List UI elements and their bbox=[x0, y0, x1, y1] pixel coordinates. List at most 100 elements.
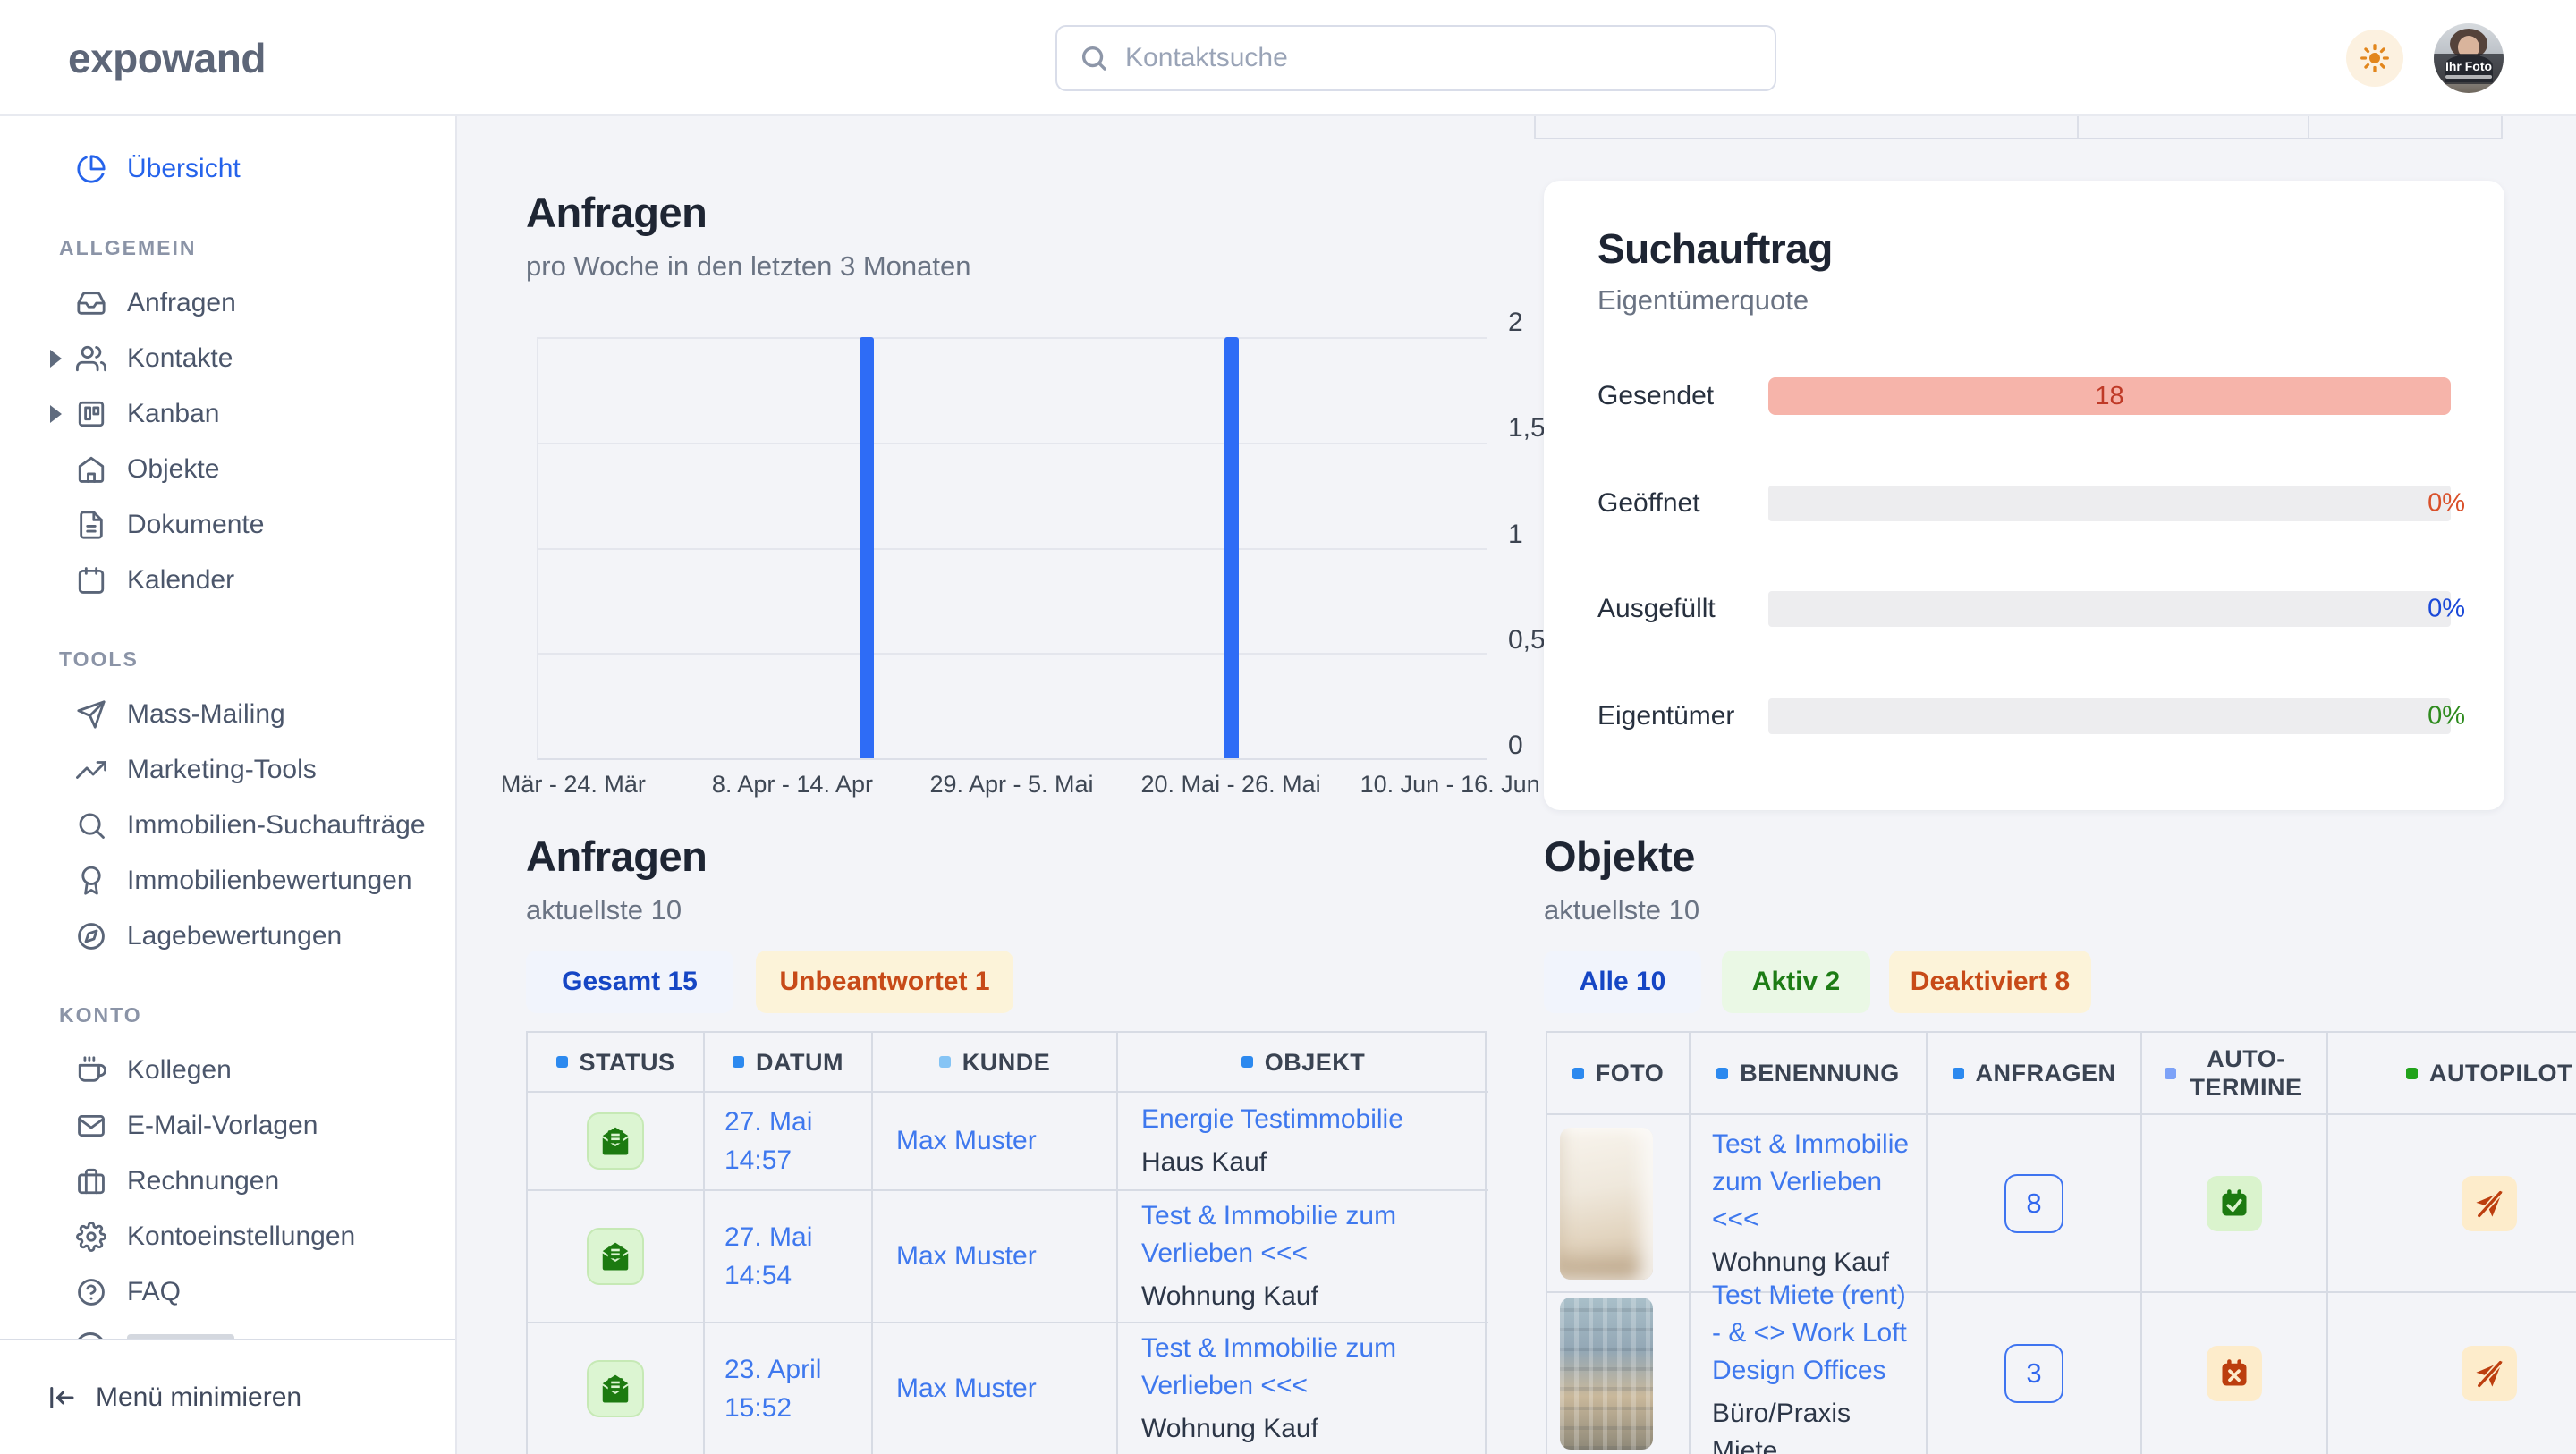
collapse-label: Menü minimieren bbox=[96, 1382, 302, 1412]
send-off-icon bbox=[2462, 1346, 2517, 1401]
calendar-check-icon bbox=[2207, 1175, 2262, 1231]
filter-chip-deaktiviert[interactable]: Deaktiviert 8 bbox=[1889, 951, 2091, 1013]
sidebar-item-dokumente[interactable]: Dokumente bbox=[0, 497, 455, 553]
objekt-link[interactable]: Test Miete (rent) - & <> Work Loft Desig… bbox=[1712, 1281, 1907, 1385]
table-row-kunde[interactable]: Max Muster bbox=[873, 1191, 1118, 1323]
topbar: expowand Ihr Foto bbox=[0, 0, 2576, 116]
clipped-tab-strip[interactable] bbox=[1534, 116, 2503, 139]
sidebar-item-mass-mailing[interactable]: Mass-Mailing bbox=[0, 687, 455, 742]
table-row-autopilot bbox=[2328, 1115, 2576, 1293]
y-tick-label: 0,5 bbox=[1508, 624, 1546, 655]
compass-icon bbox=[75, 920, 107, 952]
column-header-anfragen: ANFRAGEN bbox=[1928, 1033, 2142, 1115]
search-input[interactable] bbox=[1125, 43, 1753, 73]
funnel-value: 0% bbox=[2428, 488, 2465, 518]
sidebar-item-label: Kollegen bbox=[127, 1055, 232, 1085]
y-tick-label: 1,5 bbox=[1508, 413, 1546, 444]
funnel-row-geoeffnet: Geöffnet 0% bbox=[1597, 484, 2465, 523]
sidebar-item-kollegen[interactable]: Kollegen bbox=[0, 1043, 455, 1098]
table-row-kunde[interactable]: Max Muster bbox=[873, 1093, 1118, 1191]
table-row-foto bbox=[1547, 1115, 1690, 1293]
sidebar-item-marketing-tools[interactable]: Marketing-Tools bbox=[0, 742, 455, 798]
award-icon bbox=[75, 865, 107, 897]
sidebar-item-lagebewertungen[interactable]: Lagebewertungen bbox=[0, 909, 455, 964]
table-row-datum[interactable]: 27. Mai 14:57 bbox=[705, 1093, 873, 1191]
filter-chip-alle[interactable]: Alle 10 bbox=[1544, 951, 1701, 1013]
sidebar-item-kanban[interactable]: Kanban bbox=[0, 386, 455, 442]
chip-label: Deaktiviert 8 bbox=[1910, 967, 2071, 996]
funnel-bar: 0% bbox=[1768, 591, 2465, 627]
sidebar-item-anfragen[interactable]: Anfragen bbox=[0, 275, 455, 331]
mail-opened-icon bbox=[587, 1228, 644, 1285]
bullet-icon bbox=[1952, 1067, 1964, 1079]
sidebar-item-kalender[interactable]: Kalender bbox=[0, 553, 455, 608]
anfragen-count-button[interactable]: 8 bbox=[2004, 1173, 2063, 1233]
collapse-menu-button[interactable]: Menü minimieren bbox=[46, 1382, 301, 1414]
chip-label: Unbeantwortet 1 bbox=[779, 967, 990, 996]
y-tick-label: 0 bbox=[1508, 731, 1523, 760]
sidebar-item-label: FAQ bbox=[127, 1277, 182, 1306]
bullet-icon bbox=[1572, 1067, 1584, 1079]
table-row-foto bbox=[1547, 1293, 1690, 1454]
gridline bbox=[538, 653, 1487, 655]
app-logo: expowand bbox=[68, 35, 266, 81]
property-photo[interactable] bbox=[1560, 1127, 1653, 1280]
sidebar-item-label: Kanban bbox=[127, 399, 220, 428]
column-header-benennung: BENENNUNG bbox=[1690, 1033, 1928, 1115]
table-row-objekt: Test & Immobilie zum Verlieben <<< Wohnu… bbox=[1118, 1323, 1488, 1454]
filter-chip-aktiv[interactable]: Aktiv 2 bbox=[1722, 951, 1870, 1013]
sidebar-footer: Menü minimieren bbox=[0, 1339, 455, 1454]
funnel-row-gesendet: Gesendet 18 bbox=[1597, 376, 2451, 416]
sidebar-item-partial bbox=[0, 1320, 455, 1339]
x-tick-label: 20. Mai - 26. Mai bbox=[1140, 771, 1321, 798]
property-photo[interactable] bbox=[1560, 1298, 1653, 1450]
theme-toggle-button[interactable] bbox=[2346, 30, 2403, 87]
user-avatar[interactable]: Ihr Foto bbox=[2434, 23, 2504, 93]
table-row-datum[interactable]: 27. Mai 14:54 bbox=[705, 1191, 873, 1323]
x-tick-label: Mär - 24. Mär bbox=[500, 771, 646, 798]
table-row-kunde[interactable]: Max Muster bbox=[873, 1323, 1118, 1454]
column-header-datum: DATUM bbox=[705, 1033, 873, 1093]
column-header-foto: FOTO bbox=[1547, 1033, 1690, 1115]
contact-search[interactable] bbox=[1055, 25, 1776, 91]
sidebar-item-kontoeinstellungen[interactable]: Kontoeinstellungen bbox=[0, 1209, 455, 1264]
objekt-link[interactable]: Test & Immobilie zum Verlieben <<< bbox=[1141, 1201, 1397, 1268]
objekt-link[interactable]: Test & Immobilie zum Verlieben <<< bbox=[1141, 1333, 1397, 1400]
y-tick-label: 1 bbox=[1508, 519, 1523, 549]
objekt-link[interactable]: Energie Testimmobilie bbox=[1141, 1104, 1403, 1134]
sidebar-item-label: Objekte bbox=[127, 454, 220, 484]
anfragen-count-button[interactable]: 3 bbox=[2004, 1344, 2063, 1403]
y-tick-label: 2 bbox=[1508, 308, 1523, 337]
pie-chart-icon bbox=[75, 153, 107, 185]
sidebar-item-kontakte[interactable]: Kontakte bbox=[0, 331, 455, 386]
avatar-label: Ihr Foto bbox=[2445, 58, 2493, 73]
funnel-value: 18 bbox=[2095, 381, 2124, 410]
sidebar-item-faq[interactable]: FAQ bbox=[0, 1264, 455, 1320]
sidebar-item-uebersicht[interactable]: Übersicht bbox=[0, 141, 455, 197]
sidebar-item-rechnungen[interactable]: Rechnungen bbox=[0, 1154, 455, 1209]
funnel-bar: 0% bbox=[1768, 698, 2465, 734]
x-tick-label: 10. Jun - 16. Jun bbox=[1360, 771, 1540, 798]
table-row-datum[interactable]: 23. April 15:52 bbox=[705, 1323, 873, 1454]
sidebar-item-objekte[interactable]: Objekte bbox=[0, 442, 455, 497]
sidebar-item-immobilienbewertungen[interactable]: Immobilienbewertungen bbox=[0, 853, 455, 909]
sidebar-item-email-vorlagen[interactable]: E-Mail-Vorlagen bbox=[0, 1098, 455, 1154]
chip-label: Aktiv 2 bbox=[1751, 967, 1841, 996]
sidebar-item-label: E-Mail-Vorlagen bbox=[127, 1111, 318, 1140]
funnel-label: Gesendet bbox=[1597, 381, 1715, 410]
funnel-row-ausgefuellt: Ausgefüllt 0% bbox=[1597, 589, 2465, 629]
objekt-link[interactable]: Test & Immobilie zum Verlieben <<< bbox=[1712, 1129, 1910, 1234]
sidebar-item-label: Immobilien-Suchaufträge bbox=[127, 810, 426, 840]
expand-caret-icon[interactable] bbox=[50, 350, 62, 368]
filter-chip-unbeantwortet[interactable]: Unbeantwortet 1 bbox=[756, 951, 1013, 1013]
sidebar-item-label: Mass-Mailing bbox=[127, 699, 285, 729]
sidebar-item-immobilien-suchauftraege[interactable]: Immobilien-Suchaufträge bbox=[0, 798, 455, 853]
objekt-type: Wohnung Kauf bbox=[1141, 1414, 1318, 1443]
section-title: Anfragen bbox=[526, 833, 708, 880]
bullet-icon bbox=[2405, 1067, 2418, 1079]
expand-caret-icon[interactable] bbox=[50, 405, 62, 423]
users-icon bbox=[75, 342, 107, 375]
funnel-label: Ausgefüllt bbox=[1597, 594, 1716, 623]
filter-chip-gesamt[interactable]: Gesamt 15 bbox=[526, 951, 733, 1013]
